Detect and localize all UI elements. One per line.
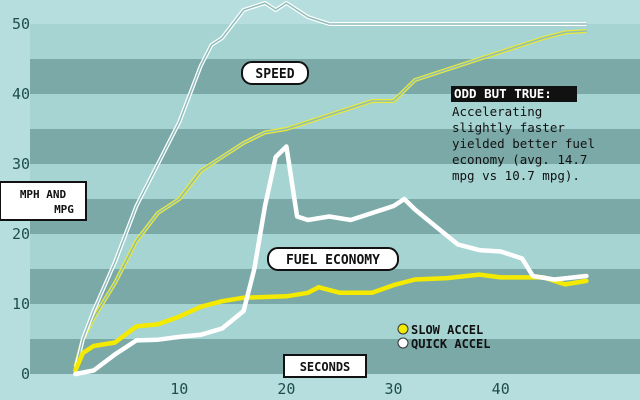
legend-label-quick: QUICK ACCEL xyxy=(411,337,490,351)
y-tick-label: 10 xyxy=(12,295,30,313)
y-tick-label: 20 xyxy=(12,225,30,243)
y-tick-label: 50 xyxy=(12,15,30,33)
x-tick-labels: 10 20 30 40 xyxy=(170,380,509,398)
note-line-4: economy (avg. 14.7 xyxy=(452,152,587,167)
note-line-3: yielded better fuel xyxy=(452,136,595,151)
series-line-speed-quick-accel xyxy=(74,2,588,372)
y-axis-label-line1: MPH AND xyxy=(20,188,67,201)
note-title: ODD BUT TRUE: xyxy=(454,86,552,101)
series-line-fuel_economy-quick-accel xyxy=(73,144,589,377)
grid-band xyxy=(30,24,640,59)
fuel-economy-label-box: FUEL ECONOMY xyxy=(267,247,399,271)
y-tick-label: 30 xyxy=(12,155,30,173)
x-tick-label: 20 xyxy=(277,380,295,398)
y-axis-label-box: MPH AND MPG xyxy=(0,181,87,221)
fuel-economy-label: FUEL ECONOMY xyxy=(286,253,380,268)
grid-bands xyxy=(30,24,640,374)
grid-band xyxy=(30,164,640,199)
note-annotation: ODD BUT TRUE: Accelerating slightly fast… xyxy=(451,86,595,183)
series-line-fuel_economy-slow-accel xyxy=(73,272,589,373)
x-axis-label-box: SECONDS xyxy=(283,354,367,378)
y-tick-label: 40 xyxy=(12,85,30,103)
y-tick-label: 0 xyxy=(21,365,30,383)
grid-band xyxy=(30,304,640,339)
grid-band xyxy=(30,129,640,164)
legend: SLOW ACCEL QUICK ACCEL xyxy=(397,323,490,351)
y-axis-label-line2: MPG xyxy=(54,203,74,216)
series-lines xyxy=(73,1,589,377)
speed-label-box: SPEED xyxy=(241,61,309,85)
legend-label-slow: SLOW ACCEL xyxy=(411,323,483,337)
speed-label: SPEED xyxy=(255,67,294,82)
legend-swatch-quick xyxy=(397,337,409,349)
x-axis-label: SECONDS xyxy=(300,360,351,374)
x-tick-label: 10 xyxy=(170,380,188,398)
note-line-1: Accelerating xyxy=(452,104,542,119)
series-line-speed-slow-accel xyxy=(74,30,588,368)
note-line-5: mpg vs 10.7 mpg). xyxy=(452,168,580,183)
x-tick-label: 30 xyxy=(385,380,403,398)
legend-swatch-slow xyxy=(397,323,409,335)
y-tick-labels: 0 10 20 30 40 50 xyxy=(12,15,30,383)
x-tick-label: 40 xyxy=(492,380,510,398)
note-line-2: slightly faster xyxy=(452,120,565,135)
